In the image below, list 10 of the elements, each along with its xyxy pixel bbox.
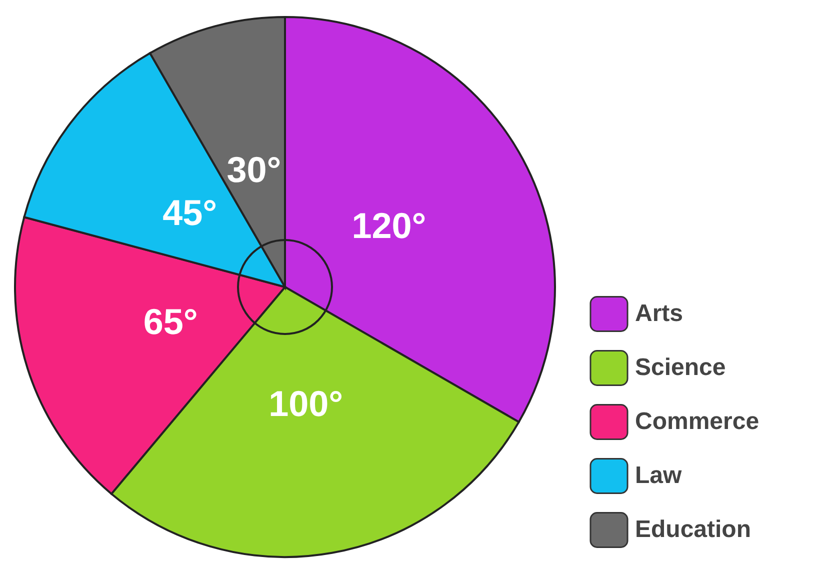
data-label: 100° xyxy=(268,383,344,424)
data-label: 45° xyxy=(162,192,218,233)
legend-label: Commerce xyxy=(635,408,760,435)
data-label: 120° xyxy=(352,205,426,246)
legend-label: Science xyxy=(635,354,726,381)
data-label: 30° xyxy=(226,149,282,190)
data-label: 65° xyxy=(143,301,198,342)
legend-label: Education xyxy=(635,516,752,543)
legend-label: Arts xyxy=(635,300,684,327)
legend-label: Law xyxy=(635,462,682,489)
